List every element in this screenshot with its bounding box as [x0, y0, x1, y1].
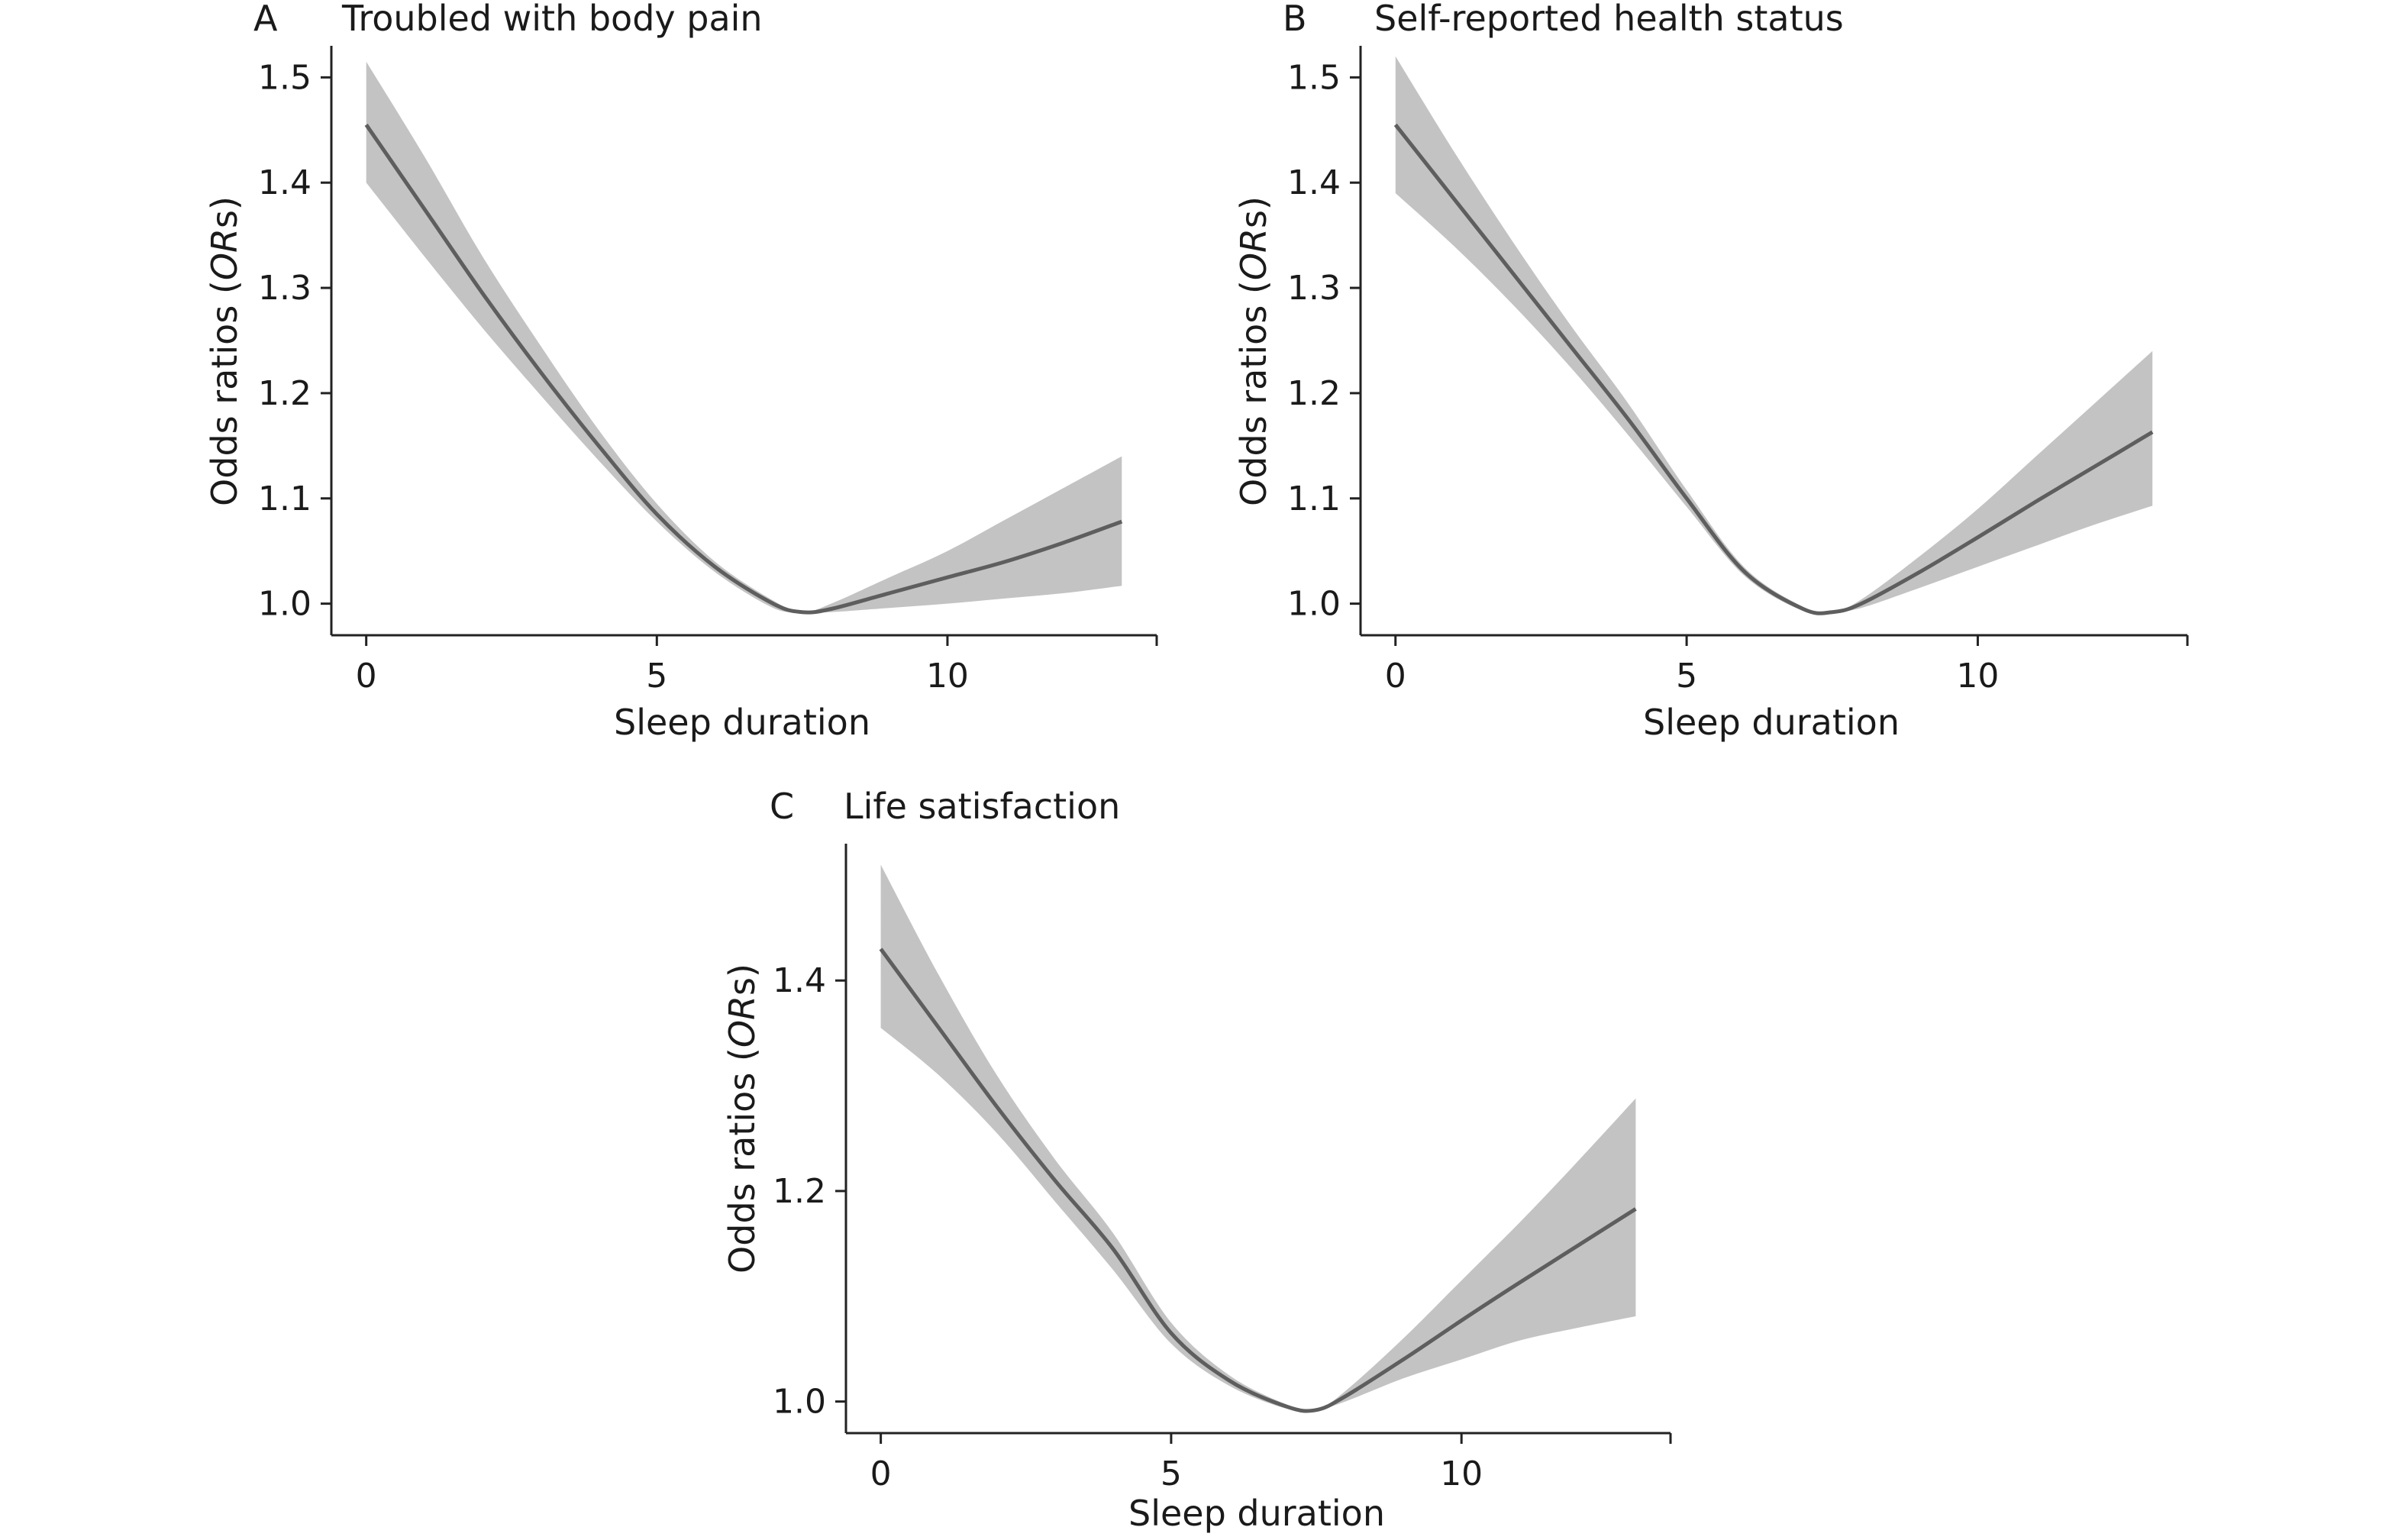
panel-title: Life satisfaction [844, 786, 1120, 827]
panel-title: Self-reported health status [1374, 0, 1844, 39]
panel-b: B Self-reported health status 1.01.11.21… [1233, 0, 2189, 743]
y-tick-label: 1.0 [258, 585, 312, 624]
x-axis: 0 5 10 [846, 1432, 1672, 1493]
y-axis-title: Odds ratios (ORs) [204, 196, 245, 506]
y-tick-label: 1.0 [773, 1383, 826, 1422]
plot-area [1393, 56, 2154, 615]
panel-c: C Life satisfaction 1.0 1.2 1.4 0 5 10 Sleep… [722, 786, 1672, 1534]
x-tick-label: 10 [926, 657, 969, 696]
x-axis: 0 5 10 [331, 634, 1158, 696]
plot-area [879, 864, 1637, 1413]
y-tick-label: 1.4 [1287, 163, 1341, 202]
panel-letter: B [1283, 0, 1307, 39]
confidence-band [1395, 56, 2153, 615]
panel-a: A Troubled with body pain 1.01.11.21.31.… [204, 0, 1158, 743]
x-axis-title: Sleep duration [1128, 1493, 1385, 1534]
y-tick-label: 1.4 [773, 961, 826, 1000]
y-tick-label: 1.3 [1287, 269, 1341, 308]
x-tick-label: 5 [1161, 1454, 1182, 1493]
x-tick-label: 5 [646, 657, 667, 696]
x-tick-label: 5 [1676, 657, 1697, 696]
y-axis: 1.0 1.2 1.4 [773, 844, 847, 1433]
y-tick-label: 1.2 [258, 374, 312, 413]
y-tick-label: 1.1 [1287, 479, 1341, 518]
y-tick-label: 1.0 [1287, 585, 1341, 624]
y-axis: 1.0 1.1 1.2 1.3 1.4 1.5 [258, 46, 333, 635]
y-tick-label: 1.2 [773, 1172, 826, 1211]
x-axis-title: Sleep duration [614, 702, 870, 743]
estimate-line [879, 948, 1637, 1413]
x-tick-label: 0 [356, 657, 377, 696]
confidence-band [366, 61, 1122, 613]
x-tick-label: 10 [1440, 1454, 1483, 1493]
estimate-line [364, 123, 1123, 615]
y-tick-label: 1.2 [1287, 374, 1341, 413]
x-axis-title: Sleep duration [1643, 702, 1900, 743]
panel-letter: A [253, 0, 278, 39]
x-axis: 0 5 10 [1361, 634, 2189, 696]
x-tick-label: 0 [870, 1454, 892, 1493]
y-axis: 1.0 1.1 1.2 1.3 1.4 1.5 [1287, 46, 1362, 635]
y-axis-title: Odds ratios (ORs) [1233, 196, 1274, 506]
confidence-band [880, 864, 1636, 1412]
panel-letter: C [770, 786, 794, 827]
y-tick-label: 1.5 [1287, 58, 1341, 97]
estimate-line [1393, 123, 2154, 615]
plot-area [364, 61, 1123, 615]
panel-title: Troubled with body pain [341, 0, 763, 39]
y-tick-label: 1.4 [258, 163, 312, 202]
y-tick-label: 1.3 [258, 269, 312, 308]
y-tick-label: 1.1 [258, 479, 312, 518]
y-tick-label: 1.5 [258, 58, 312, 97]
x-tick-label: 10 [1956, 657, 1999, 696]
x-tick-label: 0 [1385, 657, 1406, 696]
y-axis-title: Odds ratios (ORs) [722, 964, 763, 1274]
